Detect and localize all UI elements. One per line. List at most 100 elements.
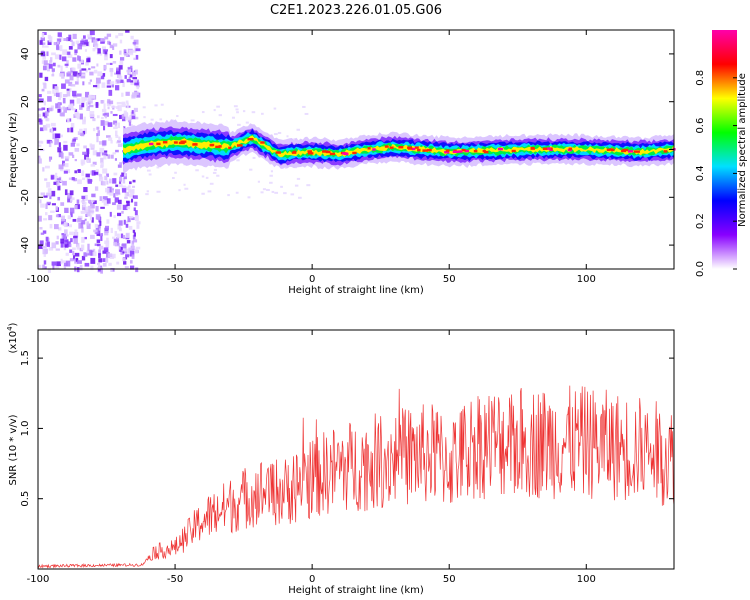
- spectrogram-noise-cell: [101, 46, 106, 52]
- spectrogram-noise-cell: [41, 107, 46, 111]
- spectrogram-noise-cell: [61, 56, 67, 62]
- spectrogram-noise-cell: [133, 57, 137, 61]
- spectrogram-noise-cell: [77, 179, 82, 185]
- spectrogram-noise-cell: [53, 224, 59, 230]
- spectrogram-noise-cell: [81, 195, 87, 200]
- spectrogram-noise-cell: [106, 237, 109, 243]
- spectrogram-noise-cell: [46, 181, 51, 188]
- spectrogram-noise-cell: [116, 233, 120, 238]
- spectrogram-noise-cell: [64, 79, 70, 84]
- spectrogram-noise-cell: [56, 41, 60, 47]
- spectrogram-noise-cell: [84, 39, 88, 43]
- spectrogram-noise-cell: [125, 116, 130, 121]
- spectrogram-noise-cell: [46, 241, 50, 247]
- spectrogram-noise-cell: [128, 49, 134, 56]
- spectrogram-noise-cell: [45, 64, 49, 70]
- spectrogram-noise-cell: [82, 204, 86, 211]
- spectrogram-noise-cell: [79, 128, 83, 133]
- spectrogram-noise-cell: [51, 73, 55, 77]
- snr-x-ticks: -100 -50 0 50 100: [27, 330, 596, 585]
- spectrogram-peak-cell: [511, 149, 516, 153]
- spectrogram-noise-cell: [127, 119, 132, 123]
- spectrogram-peak-cell: [215, 145, 221, 149]
- spectrogram-noise-cell: [111, 84, 115, 88]
- spectrogram-noise-cell: [84, 206, 89, 213]
- spectrogram-noise-cell: [116, 67, 119, 72]
- spectrogram-noise-cell: [96, 239, 101, 243]
- spectrogram-noise-cell: [42, 65, 47, 71]
- spectrogram-noise-cell: [109, 67, 114, 73]
- spectrogram-noise-cell: [61, 83, 66, 89]
- spectrogram-noise-cell: [118, 220, 123, 226]
- spectrogram-noise-cell: [85, 173, 90, 178]
- spectrogram-noise-cell: [95, 101, 99, 108]
- spectrogram-noise-cell: [304, 112, 309, 115]
- spectrogram-noise-cell: [67, 192, 72, 199]
- spectrogram-noise-cell: [102, 113, 107, 116]
- spectrogram-noise-cell: [52, 265, 55, 270]
- spectrogram-noise-cell: [89, 111, 95, 118]
- spectrogram-y-ticks: -40 -20 0 20 40: [20, 48, 674, 253]
- spectrogram-noise-cell: [116, 261, 120, 265]
- spectrogram-noise-cell: [60, 65, 63, 72]
- spectrogram-noise-cell: [42, 53, 46, 60]
- spectrogram-noise-cell: [74, 53, 77, 56]
- spectrogram-noise-cell: [120, 79, 124, 83]
- spectrogram-noise-cell: [65, 260, 71, 267]
- spectrogram-noise-cell: [127, 216, 131, 223]
- spectrogram-peak-cell: [497, 147, 503, 151]
- spectrogram-noise-cell: [97, 130, 101, 136]
- spectrogram-peak-cell: [610, 148, 615, 152]
- spectrogram-noise-cell: [106, 173, 109, 178]
- spectrogram-noise-cell: [116, 69, 121, 75]
- spectrogram-noise-cell: [134, 210, 138, 216]
- spectrogram-noise-cell: [76, 143, 80, 147]
- spectrogram-noise-cell: [131, 240, 135, 245]
- spectrogram-noise-cell: [38, 94, 42, 98]
- spectrogram-peak-cell: [568, 147, 573, 150]
- spectrogram-noise-cell: [81, 220, 86, 225]
- spectrogram-noise-cell: [77, 217, 82, 223]
- spectrogram-noise-cell: [54, 54, 60, 60]
- spectrogram-noise-cell: [218, 114, 222, 117]
- spectrogram-noise-cell: [87, 34, 93, 38]
- snr-y-tick-label: 1.5: [20, 350, 31, 366]
- spectrogram-noise-cell: [68, 81, 73, 87]
- spectrogram-noise-cell: [41, 32, 45, 39]
- spectrogram-noise-cell: [98, 233, 103, 237]
- spectrogram-noise-cell: [112, 113, 118, 117]
- spectrogram-noise-cell: [126, 78, 131, 83]
- spectrogram-noise-cell: [109, 190, 114, 196]
- spectrogram-noise-cell: [136, 224, 140, 229]
- spectrogram-noise-cell: [242, 110, 246, 113]
- spectrogram-noise-cell: [102, 250, 107, 254]
- spectrogram-noise-cell: [302, 105, 306, 108]
- spectrogram-noise-cell: [88, 82, 91, 85]
- spectrogram-y-tick-label: -20: [20, 189, 31, 205]
- spectrogram-noise-cell: [123, 261, 127, 265]
- spectrogram-noise-cell: [79, 113, 83, 120]
- spectrogram-noise-cell: [95, 205, 99, 212]
- spectrogram-noise-cell: [70, 197, 75, 201]
- spectrogram-noise-cell: [76, 98, 81, 104]
- spectrogram-noise-cell: [119, 39, 123, 44]
- spectrogram-noise-cell: [43, 218, 48, 221]
- spectrogram-noise-cell: [42, 264, 45, 269]
- spectrogram-noise-cell: [104, 231, 109, 236]
- snr-scale-label: (x104): [6, 322, 19, 353]
- spectrogram-noise-cell: [40, 192, 46, 196]
- spectrogram-noise-cell: [110, 71, 113, 77]
- spectrogram-noise-cell: [109, 81, 115, 84]
- spectrogram-noise-cell: [78, 222, 84, 229]
- spectrogram-noise-cell: [106, 198, 111, 204]
- spectrogram-noise-cell: [117, 122, 120, 129]
- spectrogram-noise-cell: [72, 108, 76, 111]
- spectrogram-noise-cell: [131, 114, 136, 120]
- spectrogram-noise-cell: [62, 234, 66, 240]
- spectrogram-noise-cell: [63, 247, 67, 251]
- spectrogram-noise-cell: [45, 212, 48, 216]
- spectrogram-noise-cell: [128, 76, 131, 80]
- spectrogram-noise-cell: [260, 191, 264, 194]
- spectrogram-noise-cell: [59, 112, 65, 117]
- spectrogram-noise-cell: [57, 185, 61, 191]
